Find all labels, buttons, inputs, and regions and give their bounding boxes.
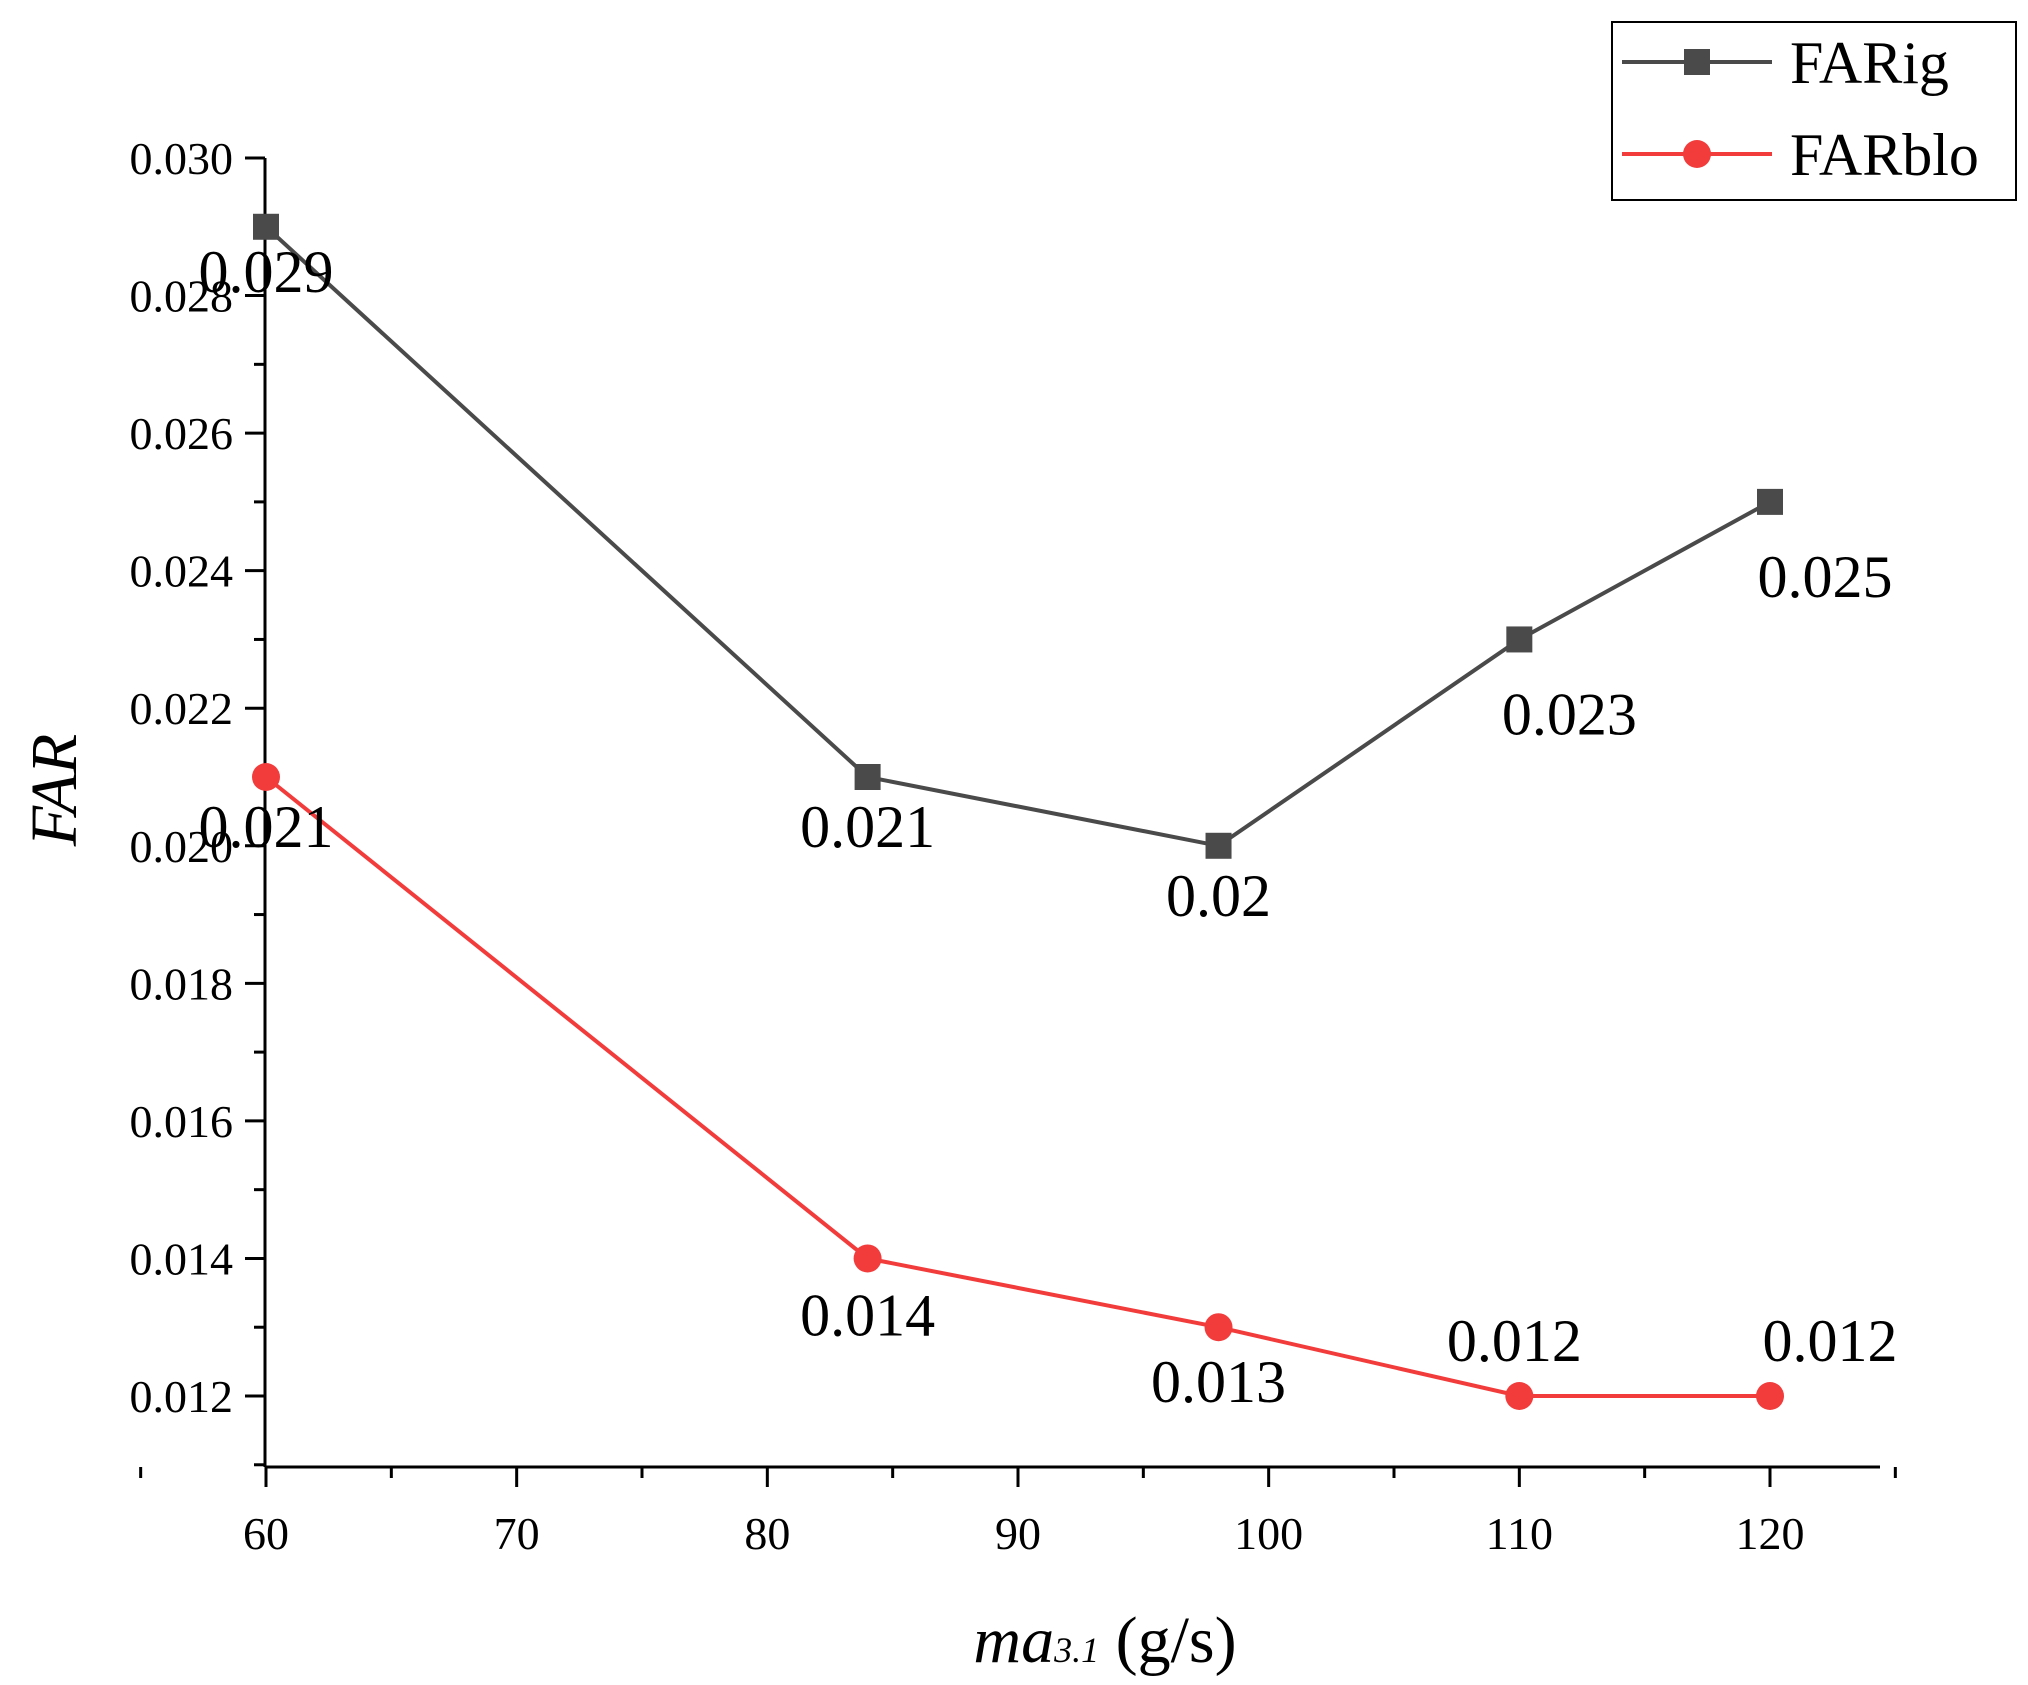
y-tick-label: 0.020	[130, 821, 234, 872]
legend-label-farig: FARig	[1790, 30, 1949, 96]
x-axis-title-subscript: 3.1	[1053, 1630, 1099, 1670]
x-tick-label: 110	[1486, 1508, 1553, 1559]
x-tick-label: 90	[995, 1508, 1041, 1559]
legend-label-farblo: FARblo	[1790, 122, 1979, 188]
series-line-farblo	[264, 775, 1770, 1398]
data-label-farblo: 0.012	[1447, 1308, 1582, 1374]
data-point-farblo	[252, 763, 280, 791]
y-axis-title: FAR	[18, 734, 91, 847]
data-point-farig	[854, 764, 881, 790]
x-axis-title-var: ma	[973, 1604, 1054, 1677]
data-label-farblo: 0.014	[800, 1282, 935, 1348]
data-point-farig	[1757, 488, 1783, 515]
x-axis-title-unit: (g/s)	[1099, 1604, 1236, 1677]
y-tick-label: 0.026	[130, 408, 234, 459]
data-point-farig	[1506, 626, 1533, 653]
data-point-farblo	[1204, 1313, 1233, 1342]
legend-marker-farblo	[1683, 140, 1711, 168]
data-label-farig: 0.021	[800, 794, 935, 860]
y-tick-label: 0.022	[130, 683, 234, 734]
x-axis-title: ma3.1 (g/s)	[973, 1604, 1236, 1677]
y-tick-label: 0.018	[130, 958, 234, 1009]
x-tick-label: 60	[243, 1508, 289, 1559]
x-tick-label: 120	[1736, 1508, 1805, 1559]
x-tick-label: 80	[744, 1508, 790, 1559]
data-label-farblo: 0.013	[1151, 1349, 1286, 1415]
data-label-farblo: 0.021	[199, 794, 334, 860]
data-label-farig: 0.02	[1166, 863, 1271, 929]
legend-box	[1611, 21, 2017, 201]
data-point-farblo	[1756, 1382, 1784, 1410]
data-label-farig: 0.023	[1502, 681, 1637, 747]
x-tick-label: 70	[494, 1508, 540, 1559]
data-label-farblo: 0.012	[1763, 1308, 1898, 1374]
y-tick-label: 0.014	[130, 1233, 234, 1284]
data-point-farblo	[853, 1244, 882, 1273]
y-tick-label: 0.016	[130, 1096, 234, 1147]
y-tick-label: 0.012	[130, 1371, 234, 1422]
data-label-farig: 0.025	[1758, 544, 1893, 610]
data-label-farig: 0.029	[199, 239, 334, 305]
y-tick-label: 0.028	[130, 271, 234, 322]
data-point-farblo	[1505, 1382, 1534, 1410]
data-point-farig	[253, 213, 279, 240]
y-tick-label: 0.024	[130, 546, 234, 597]
y-tick-label: 0.030	[130, 133, 234, 184]
legend-marker-farig	[1684, 49, 1710, 75]
data-point-farig	[1205, 832, 1232, 859]
x-tick-label: 100	[1234, 1508, 1303, 1559]
series-line-farig	[264, 225, 1771, 848]
